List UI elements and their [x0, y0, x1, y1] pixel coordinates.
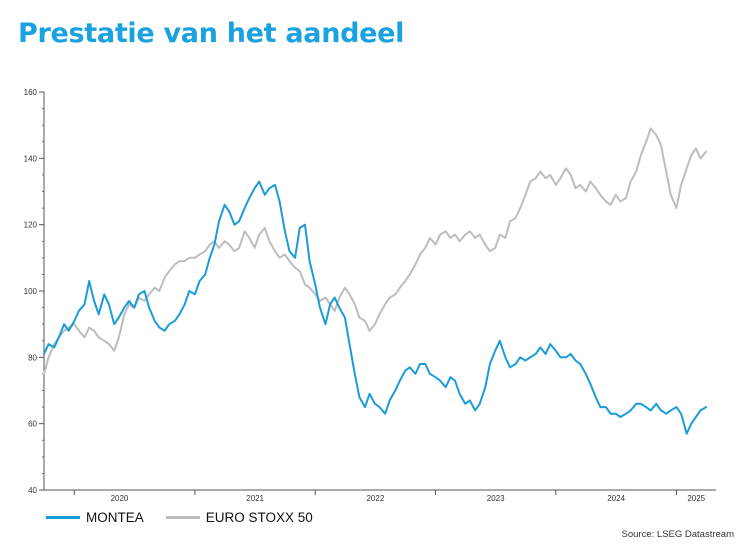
x-tick-label: 2024 [607, 494, 625, 503]
series-line-montea [43, 180, 708, 435]
legend-item-eurostoxx: EURO STOXX 50 [165, 510, 313, 525]
y-tick-label: 140 [24, 154, 38, 163]
x-tick-label: 2025 [687, 494, 705, 503]
y-tick-label: 40 [28, 486, 37, 495]
series-line-eurostoxx [43, 127, 708, 375]
page-title: Prestatie van het aandeel [18, 18, 405, 49]
y-tick-label: 120 [24, 221, 38, 230]
legend-label-eurostoxx: EURO STOXX 50 [205, 510, 313, 525]
y-tick-label: 160 [24, 88, 38, 97]
chart-legend: MONTEA EURO STOXX 50 [46, 510, 313, 525]
chart-series [43, 127, 708, 435]
x-tick-label: 2022 [366, 494, 384, 503]
legend-swatch-eurostoxx [165, 516, 200, 519]
legend-item-montea: MONTEA [46, 510, 144, 525]
y-tick-label: 80 [28, 353, 37, 362]
x-tick-label: 2021 [246, 494, 264, 503]
source-note: Source: LSEG Datastream [621, 529, 734, 540]
y-tick-label: 100 [24, 287, 38, 296]
x-tick-label: 2020 [111, 494, 129, 503]
legend-label-montea: MONTEA [86, 510, 144, 525]
x-tick-label: 2023 [487, 494, 505, 503]
chart-axes: 40 60 80 100 120 140 160 2020 2021 2022 2023 2024 20… [24, 88, 716, 503]
legend-swatch-montea [46, 516, 80, 519]
y-tick-label: 60 [28, 420, 37, 429]
